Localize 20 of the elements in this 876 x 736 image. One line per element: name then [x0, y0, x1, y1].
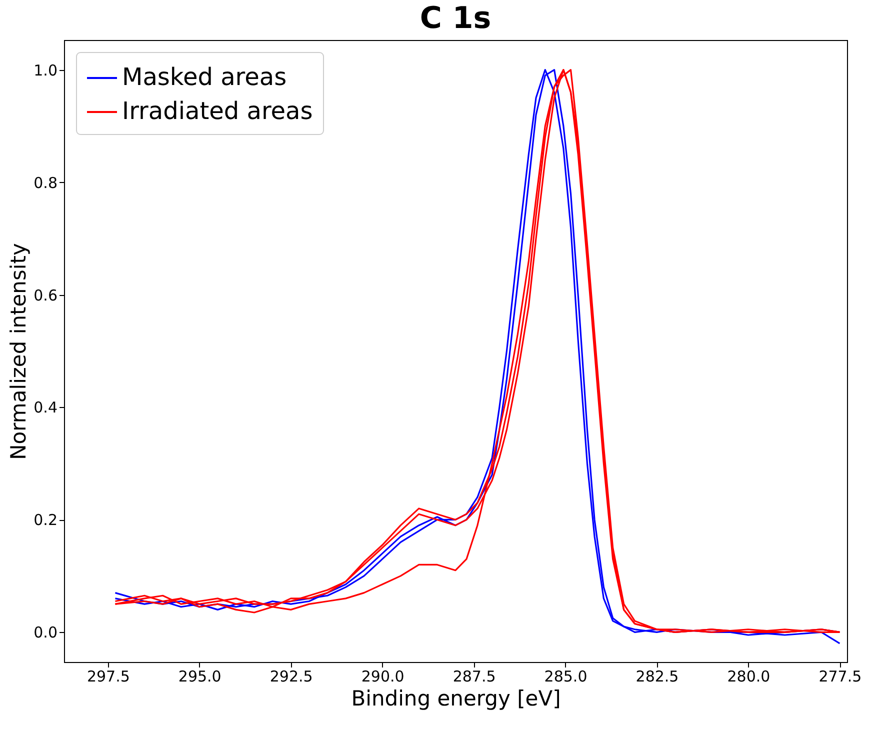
y-tick-label: 1.0 [34, 61, 58, 80]
x-tick-label: 277.5 [818, 668, 862, 686]
x-axis-title: Binding energy [eV] [351, 686, 561, 710]
y-tick-label: 0.8 [34, 174, 58, 192]
legend-label: Masked areas [122, 63, 287, 91]
y-tick-label: 0.4 [34, 398, 58, 417]
y-tick-label: 0.2 [34, 511, 58, 530]
x-tick-label: 282.5 [636, 668, 679, 686]
x-tick-label: 280.0 [727, 668, 770, 686]
x-tick-label: 287.5 [452, 668, 496, 686]
y-axis-title: Normalized intensity [6, 243, 31, 460]
y-tick-label: 0.6 [34, 286, 58, 304]
legend-label: Irradiated areas [122, 97, 313, 125]
chart-title: C 1s [420, 1, 492, 36]
x-tick-label: 285.0 [544, 668, 588, 686]
y-tick-label: 0.0 [34, 624, 58, 642]
x-tick-label: 292.5 [270, 668, 313, 686]
x-tick-label: 295.0 [178, 668, 222, 686]
x-tick-label: 297.5 [86, 668, 130, 686]
x-tick-label: 290.0 [361, 668, 404, 686]
